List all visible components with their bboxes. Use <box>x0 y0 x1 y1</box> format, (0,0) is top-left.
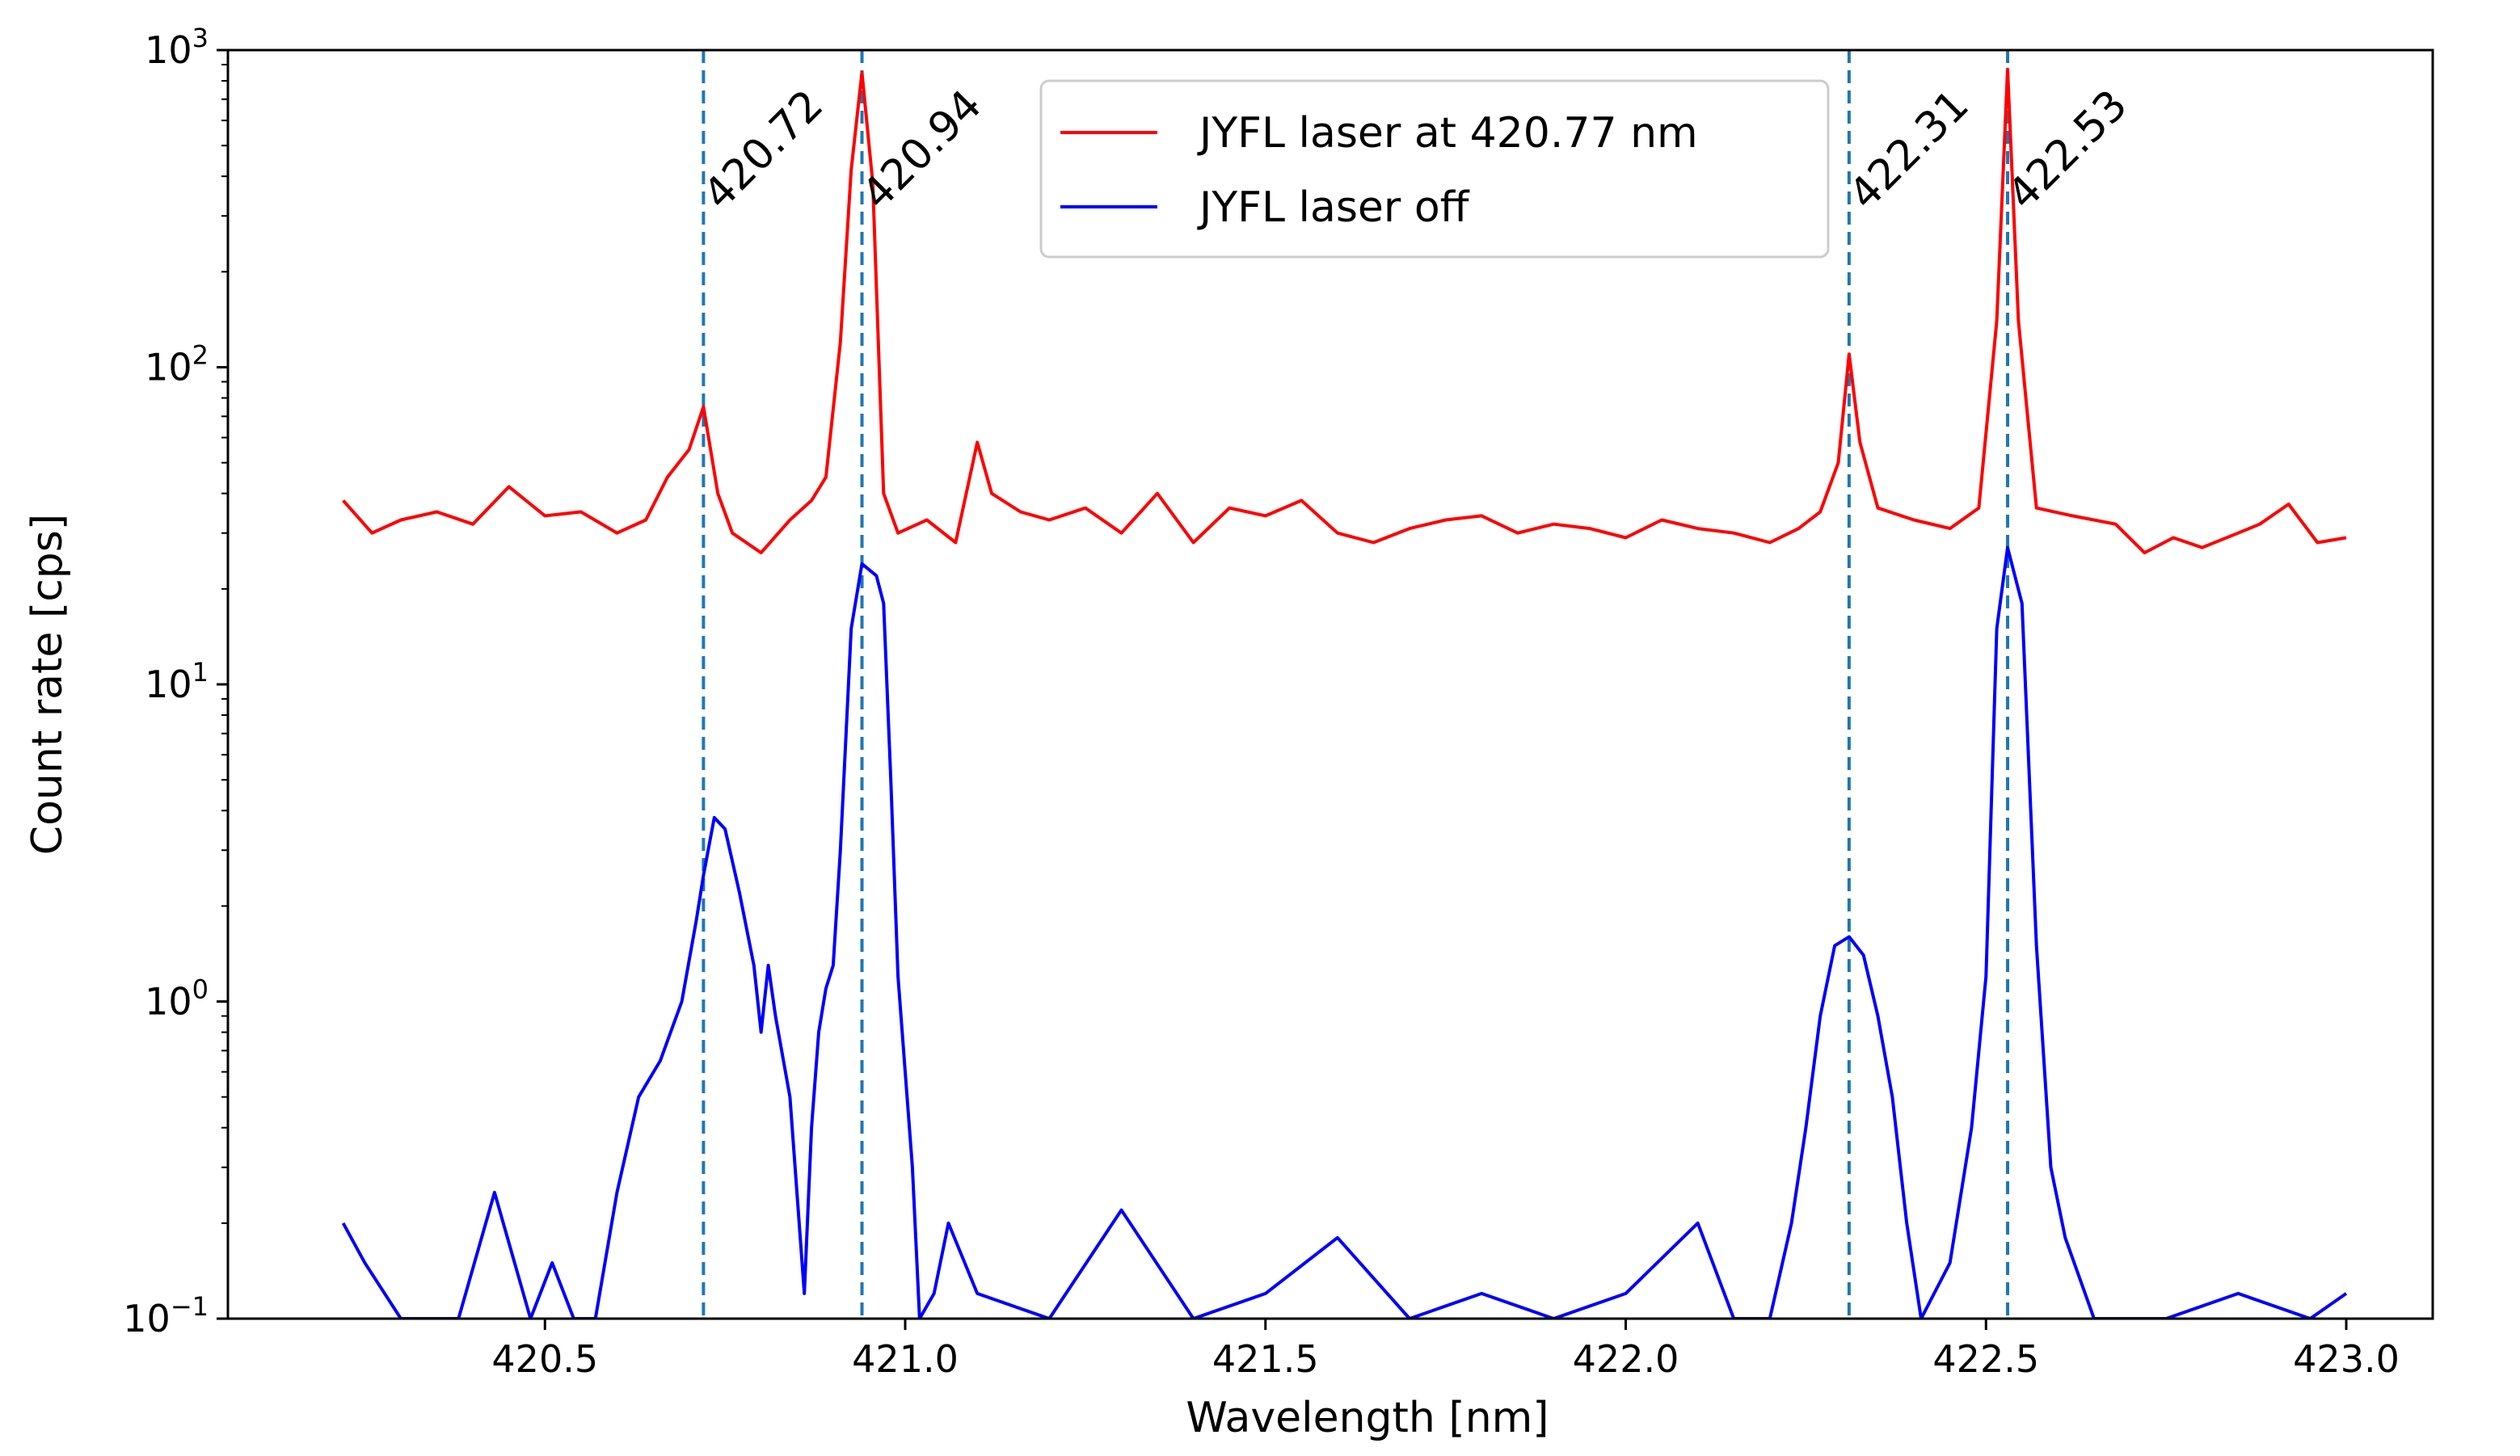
y-axis-title: Count rate [cps] <box>23 514 72 855</box>
y-tick-label: 101 <box>145 657 209 706</box>
x-tick-label: 422.5 <box>1932 1337 2039 1381</box>
y-tick-label: 102 <box>145 340 209 389</box>
x-tick-label: 423.0 <box>2293 1337 2400 1381</box>
y-tick-label: 100 <box>145 974 209 1024</box>
x-tick-label: 420.5 <box>491 1337 598 1381</box>
y-tick-label: 103 <box>145 23 209 72</box>
x-tick-label: 421.0 <box>852 1337 959 1381</box>
x-tick-label: 421.5 <box>1212 1337 1319 1381</box>
legend-box <box>1039 79 1830 259</box>
y-tick-label: 10−1 <box>123 1291 209 1340</box>
x-axis-title: Wavelength [nm] <box>1186 1394 1549 1442</box>
series-layer <box>341 67 2348 1319</box>
series-line-1 <box>341 545 2348 1319</box>
x-axis: 420.5 421.0 421.5 422.0 422.5 423.0 <box>491 1319 2400 1381</box>
y-axis: 10−1 100 101 102 103 <box>123 23 228 1340</box>
legend: JYFL laser at 420.77 nm JYFL laser off <box>1039 79 1830 259</box>
legend-label-laser-off: JYFL laser off <box>1197 183 1470 232</box>
x-tick-label: 422.0 <box>1573 1337 1679 1381</box>
series-line-0 <box>342 67 2347 555</box>
reference-lines <box>702 50 2010 1319</box>
legend-label-laser-on: JYFL laser at 420.77 nm <box>1197 109 1698 158</box>
